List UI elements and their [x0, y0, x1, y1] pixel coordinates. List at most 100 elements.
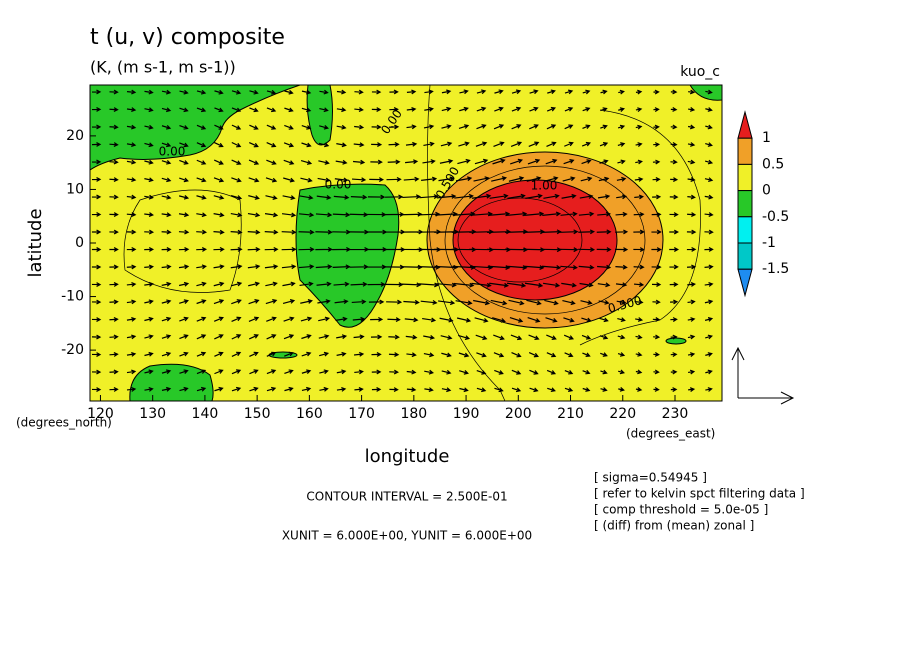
- wind-arrow: [161, 107, 172, 113]
- wind-arrow: [508, 176, 525, 182]
- x-tick-label: 170: [348, 406, 375, 422]
- wind-arrow: [265, 299, 278, 305]
- wind-arrow: [144, 177, 154, 183]
- wind-arrow: [281, 212, 297, 218]
- wind-arrow: [214, 334, 224, 340]
- wind-arrow: [214, 351, 224, 357]
- wind-arrow: [528, 141, 540, 148]
- wind-arrow: [91, 369, 102, 375]
- y-units: (degrees_north): [16, 416, 112, 430]
- wind-arrow: [301, 334, 312, 340]
- wind-arrow: [214, 107, 224, 113]
- wind-arrow: [231, 316, 242, 322]
- wind-arrow: [179, 299, 189, 304]
- wind-arrow: [109, 107, 119, 112]
- wind-arrow: [405, 334, 418, 340]
- wind-arrow: [635, 107, 643, 113]
- wind-arrow: [109, 282, 119, 287]
- wind-arrow: [371, 387, 382, 392]
- wind-arrow: [597, 282, 611, 288]
- wind-arrow: [475, 141, 488, 147]
- wind-arrow: [248, 299, 260, 305]
- wind-arrow: [581, 141, 592, 147]
- y-tick-label: 10: [66, 181, 84, 197]
- wind-arrow: [387, 159, 401, 165]
- wind-arrow: [161, 334, 172, 339]
- note: [ (diff) from (mean) zonal ]: [594, 519, 754, 533]
- wind-arrow: [196, 351, 207, 357]
- wind-arrow: [687, 124, 696, 130]
- wind-arrow: [582, 387, 591, 392]
- wind-arrow: [598, 176, 610, 182]
- wind-arrow: [389, 387, 399, 392]
- wind-arrow: [91, 247, 102, 252]
- wind-arrow: [126, 369, 137, 375]
- x-tick-label: 230: [662, 406, 689, 422]
- wind-arrow: [283, 316, 295, 322]
- wind-arrow: [161, 281, 172, 287]
- wind-arrow: [109, 124, 119, 130]
- wind-arrow: [179, 316, 189, 322]
- wind-arrow: [523, 265, 545, 270]
- wind-arrow: [161, 369, 172, 375]
- wind-arrow: [455, 300, 473, 306]
- colorbar-box: [737, 163, 753, 192]
- contour-label: 1.00: [531, 179, 558, 193]
- wind-arrow: [249, 369, 259, 375]
- wind-arrow: [91, 124, 102, 130]
- wind-arrow: [248, 159, 260, 165]
- wind-arrow: [109, 229, 119, 235]
- wind-arrow: [248, 177, 260, 183]
- wind-arrow: [582, 124, 591, 130]
- contour-line: [123, 189, 242, 293]
- wind-arrow: [319, 124, 329, 130]
- wind-arrow: [529, 106, 539, 112]
- wind-arrow: [265, 195, 278, 200]
- wind-arrow: [688, 369, 696, 375]
- wind-arrow: [91, 212, 102, 217]
- wind-arrow: [126, 89, 137, 95]
- wind-arrow: [213, 281, 225, 287]
- wind-arrow: [634, 194, 645, 200]
- wind-arrow: [494, 369, 504, 375]
- wind-arrow: [633, 211, 645, 217]
- wind-arrow: [581, 159, 592, 165]
- wind-arrow: [704, 247, 714, 252]
- wind-arrow: [406, 106, 417, 112]
- notes: [ sigma=0.54945 ] [ refer to kelvin spct …: [594, 471, 805, 533]
- wind-arrow: [635, 142, 643, 147]
- wind-arrow: [419, 194, 439, 200]
- wind-arrow: [493, 334, 505, 341]
- wind-arrow: [419, 282, 440, 288]
- wind-arrow: [404, 317, 419, 323]
- wind-arrow: [670, 387, 678, 392]
- wind-arrow: [333, 281, 350, 287]
- wind-arrow: [546, 124, 557, 130]
- wind-arrow: [126, 159, 137, 165]
- wind-arrow: [670, 107, 678, 112]
- wind-arrow: [179, 124, 189, 130]
- wind-arrow: [687, 159, 696, 165]
- wind-arrow: [301, 89, 312, 95]
- wind-arrow: [563, 159, 575, 165]
- wind-arrow: [475, 334, 488, 341]
- wind-arrow: [214, 142, 224, 148]
- wind-arrow: [541, 229, 562, 235]
- wind-arrow: [196, 281, 207, 287]
- chart-subtitle: (K, (m s-1, m s-1)): [90, 58, 236, 77]
- wind-arrow: [126, 299, 137, 305]
- wind-arrow: [144, 194, 154, 200]
- wind-arrow: [523, 229, 546, 235]
- wind-arrow: [546, 334, 557, 340]
- wind-arrow: [454, 193, 474, 199]
- wind-arrow: [578, 264, 595, 270]
- wind-arrow: [332, 264, 351, 270]
- y-axis-label: latitude: [25, 208, 46, 277]
- wind-arrow: [126, 229, 137, 235]
- wind-arrow: [319, 369, 329, 375]
- wind-arrow: [283, 177, 295, 183]
- wind-arrow: [389, 369, 399, 375]
- wind-arrow: [546, 106, 556, 112]
- wind-arrow: [493, 352, 505, 358]
- wind-arrow: [617, 317, 626, 323]
